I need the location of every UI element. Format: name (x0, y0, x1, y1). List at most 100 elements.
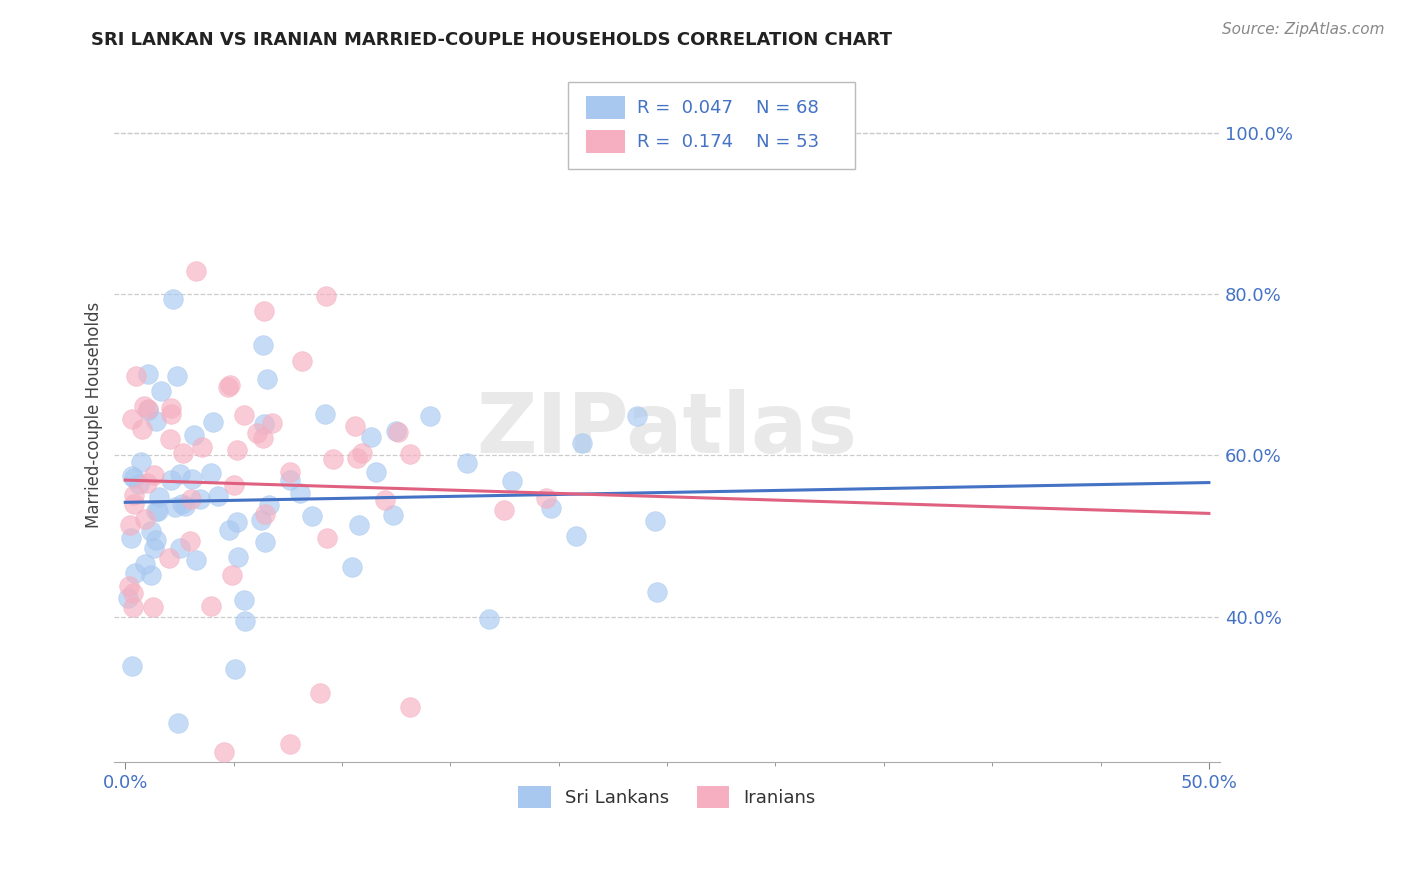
Point (225, 516, 247, 530)
Point (188, 491, 211, 506)
Point (257, 498, 280, 512)
Point (340, 559, 363, 574)
Point (217, 379, 239, 393)
Point (540, 501, 562, 516)
Point (256, 371, 278, 385)
Point (160, 408, 183, 422)
Point (129, 455, 152, 469)
Point (278, 737, 301, 751)
Point (316, 531, 339, 545)
Point (159, 401, 181, 415)
Point (315, 289, 337, 303)
Point (131, 422, 153, 436)
Legend: Sri Lankans, Iranians: Sri Lankans, Iranians (512, 779, 823, 815)
Point (246, 425, 269, 440)
Point (166, 368, 188, 383)
Point (262, 416, 284, 430)
Point (278, 473, 301, 487)
Point (121, 658, 143, 673)
Point (226, 549, 249, 564)
Point (124, 488, 146, 502)
Point (398, 447, 420, 461)
Point (346, 451, 368, 466)
Point (253, 417, 276, 432)
Point (169, 467, 191, 481)
Point (169, 541, 191, 556)
Point (288, 486, 311, 500)
Point (347, 517, 370, 532)
Point (385, 424, 408, 438)
Point (184, 263, 207, 277)
Point (224, 662, 246, 676)
Point (142, 599, 165, 614)
Point (136, 402, 159, 417)
Point (218, 524, 240, 538)
Point (626, 409, 648, 424)
Point (134, 512, 156, 526)
Point (166, 716, 188, 731)
Point (250, 513, 273, 527)
Text: Source: ZipAtlas.com: Source: ZipAtlas.com (1222, 22, 1385, 37)
Point (180, 492, 202, 507)
Point (253, 303, 276, 318)
Point (174, 500, 197, 514)
Point (233, 614, 256, 628)
Point (136, 402, 159, 417)
Point (148, 504, 170, 518)
Point (233, 593, 256, 607)
Point (118, 579, 141, 593)
FancyBboxPatch shape (586, 130, 626, 153)
Point (291, 353, 314, 368)
Text: R =  0.047    N = 68: R = 0.047 N = 68 (637, 99, 818, 117)
Point (301, 509, 323, 524)
Point (224, 477, 246, 491)
Point (207, 489, 229, 503)
Text: ZIPatlas: ZIPatlas (477, 389, 858, 469)
Point (124, 471, 146, 485)
Point (565, 529, 588, 543)
Point (212, 745, 235, 759)
Point (191, 440, 214, 454)
Point (350, 446, 373, 460)
Point (121, 411, 143, 425)
Point (501, 474, 523, 488)
Point (344, 418, 367, 433)
Point (179, 534, 201, 549)
Point (134, 557, 156, 571)
Point (159, 473, 181, 487)
Point (136, 368, 159, 382)
Point (142, 541, 165, 555)
Point (150, 384, 173, 399)
Point (200, 599, 222, 613)
Point (125, 369, 148, 384)
Point (165, 500, 187, 515)
Point (200, 467, 222, 481)
Point (221, 567, 243, 582)
Point (645, 585, 668, 599)
Point (218, 378, 240, 392)
Point (139, 568, 162, 582)
Point (148, 490, 170, 504)
Point (121, 586, 143, 600)
Point (117, 591, 139, 605)
Point (314, 408, 336, 422)
Point (225, 442, 247, 457)
Point (172, 446, 194, 460)
Point (322, 452, 344, 467)
Point (253, 535, 276, 549)
Point (202, 416, 225, 430)
Point (120, 531, 142, 545)
Point (381, 508, 404, 522)
Point (124, 497, 146, 511)
Point (419, 409, 441, 424)
Point (143, 468, 166, 483)
Point (181, 472, 204, 486)
Point (536, 491, 558, 505)
Point (374, 493, 396, 508)
Point (478, 611, 501, 625)
Point (159, 432, 181, 446)
Point (135, 475, 157, 490)
FancyBboxPatch shape (568, 82, 855, 169)
Point (121, 468, 143, 483)
Point (278, 465, 301, 479)
